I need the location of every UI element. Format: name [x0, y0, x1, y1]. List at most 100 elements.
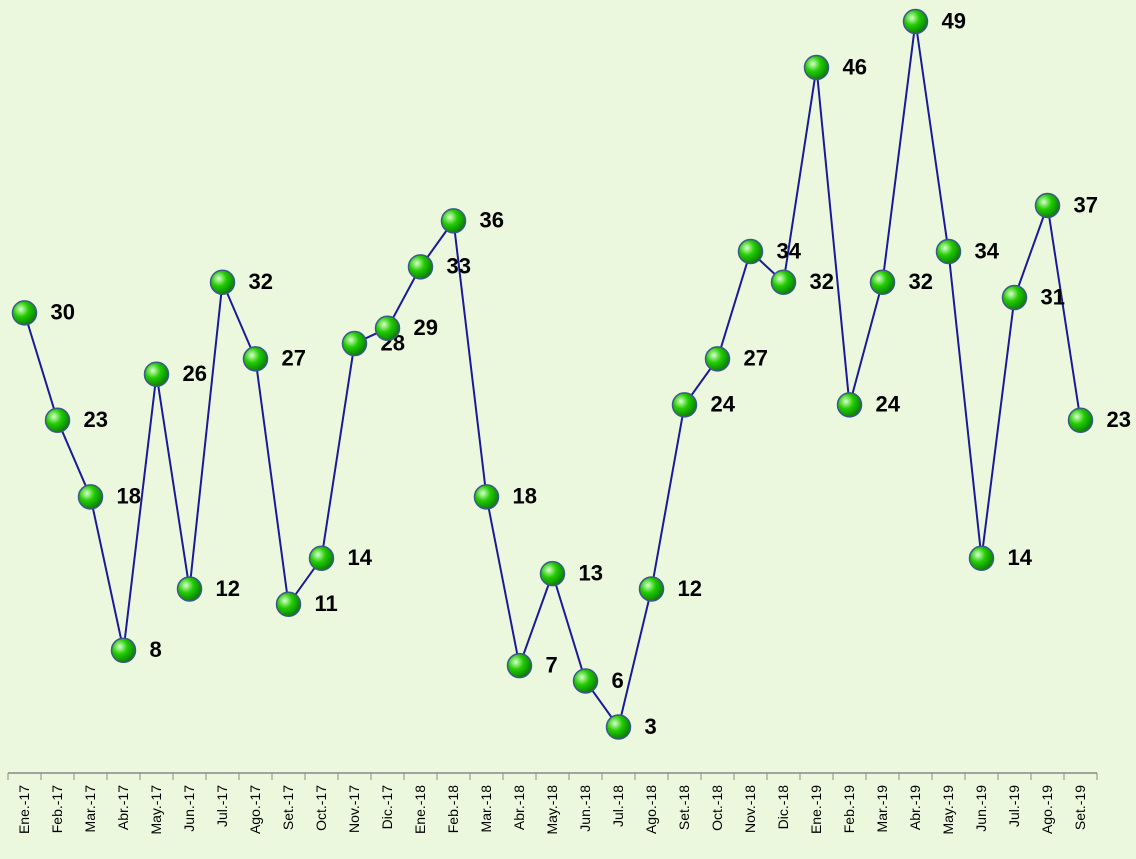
data-label: 32: [810, 269, 834, 294]
x-tick-label: Abr.-19: [907, 785, 923, 830]
data-label: 32: [909, 269, 933, 294]
marker: [473, 484, 500, 510]
x-tick-label: Ago.-19: [1039, 785, 1055, 834]
marker: [209, 269, 236, 295]
data-label: 18: [117, 484, 141, 509]
data-label: 37: [1074, 192, 1098, 217]
x-tick-label: Feb.-19: [841, 785, 857, 833]
marker: [1034, 192, 1061, 219]
marker: [737, 238, 764, 265]
x-tick-label: Dic.-18: [775, 785, 791, 830]
x-tick-label: Oct.-17: [313, 785, 329, 831]
data-label: 24: [711, 392, 736, 417]
data-label: 8: [150, 637, 162, 662]
data-label: 31: [1041, 284, 1065, 309]
data-label: 27: [282, 346, 306, 371]
marker: [968, 545, 995, 572]
marker: [11, 300, 38, 326]
marker: [407, 254, 434, 280]
data-label: 18: [513, 484, 537, 509]
x-tick-label: Feb.-17: [49, 785, 65, 833]
marker: [506, 652, 533, 679]
x-tick-label: Nov.-18: [742, 785, 758, 833]
x-tick-label: Abr.-18: [511, 785, 527, 830]
marker: [77, 484, 104, 510]
x-tick-label: Nov.-17: [346, 785, 362, 833]
data-label: 29: [414, 315, 438, 340]
marker: [704, 346, 731, 372]
marker: [869, 269, 896, 295]
data-label: 14: [348, 545, 373, 570]
marker: [902, 8, 929, 35]
marker: [308, 545, 335, 572]
x-tick-label: Mar.-18: [478, 785, 494, 833]
x-tick-label: Jul.-19: [1006, 785, 1022, 827]
x-tick-label: Ene.-18: [412, 785, 428, 834]
x-tick-label: Ago.-18: [643, 785, 659, 834]
x-tick-label: Jun.-18: [577, 785, 593, 832]
x-tick-label: Abr.-17: [115, 785, 131, 830]
marker: [836, 392, 863, 418]
x-tick-label: Ene.-19: [808, 785, 824, 834]
data-label: 24: [876, 392, 901, 417]
x-tick-label: May.-19: [940, 785, 956, 835]
marker: [935, 238, 962, 265]
x-tick-label: Oct.-18: [709, 785, 725, 831]
data-label: 12: [678, 576, 702, 601]
x-tick-label: Ene.-17: [16, 785, 32, 834]
marker: [1001, 284, 1028, 311]
data-label: 27: [744, 346, 768, 371]
data-label: 12: [216, 576, 240, 601]
x-tick-label: May.-18: [544, 785, 560, 835]
marker: [770, 269, 797, 295]
marker: [638, 576, 665, 602]
marker: [1067, 407, 1094, 433]
marker: [275, 591, 302, 618]
marker: [803, 54, 830, 81]
marker: [539, 560, 566, 587]
data-label: 36: [480, 208, 504, 233]
x-tick-label: Dic.-17: [379, 785, 395, 830]
marker: [143, 361, 170, 387]
x-tick-label: Jul.-18: [610, 785, 626, 827]
marker: [242, 346, 269, 372]
x-tick-label: Jun.-17: [181, 785, 197, 832]
x-tick-label: Set.-17: [280, 785, 296, 830]
x-tick-label: Feb.-18: [445, 785, 461, 833]
data-label: 3: [645, 714, 657, 739]
marker: [44, 407, 71, 433]
data-label: 23: [84, 407, 108, 432]
marker: [671, 392, 698, 418]
data-label: 30: [51, 300, 75, 325]
x-tick-label: Mar.-17: [82, 785, 98, 833]
data-label: 26: [183, 361, 207, 386]
data-label: 23: [1107, 407, 1131, 432]
data-label: 14: [1008, 545, 1033, 570]
x-tick-label: Jul.-17: [214, 785, 230, 827]
x-tick-label: Jun.-19: [973, 785, 989, 832]
data-label: 34: [975, 238, 1000, 263]
data-label: 46: [843, 54, 867, 79]
x-tick-label: Set.-18: [676, 785, 692, 830]
x-tick-label: Mar.-19: [874, 785, 890, 833]
data-label: 7: [546, 652, 558, 677]
marker: [341, 330, 368, 357]
x-tick-label: Ago.-17: [247, 785, 263, 834]
x-tick-label: May.-17: [148, 785, 164, 835]
data-label: 34: [777, 238, 802, 263]
marker: [374, 315, 401, 341]
data-label: 6: [612, 668, 624, 693]
marker: [110, 637, 137, 664]
marker: [176, 576, 203, 602]
data-label: 11: [315, 591, 338, 616]
data-label: 32: [249, 269, 273, 294]
data-label: 49: [942, 8, 966, 33]
x-tick-label: Set.-19: [1072, 785, 1088, 830]
data-label: 13: [579, 560, 603, 585]
marker: [440, 208, 467, 234]
marker: [572, 668, 599, 694]
data-label: 33: [447, 254, 471, 279]
marker: [605, 714, 632, 740]
